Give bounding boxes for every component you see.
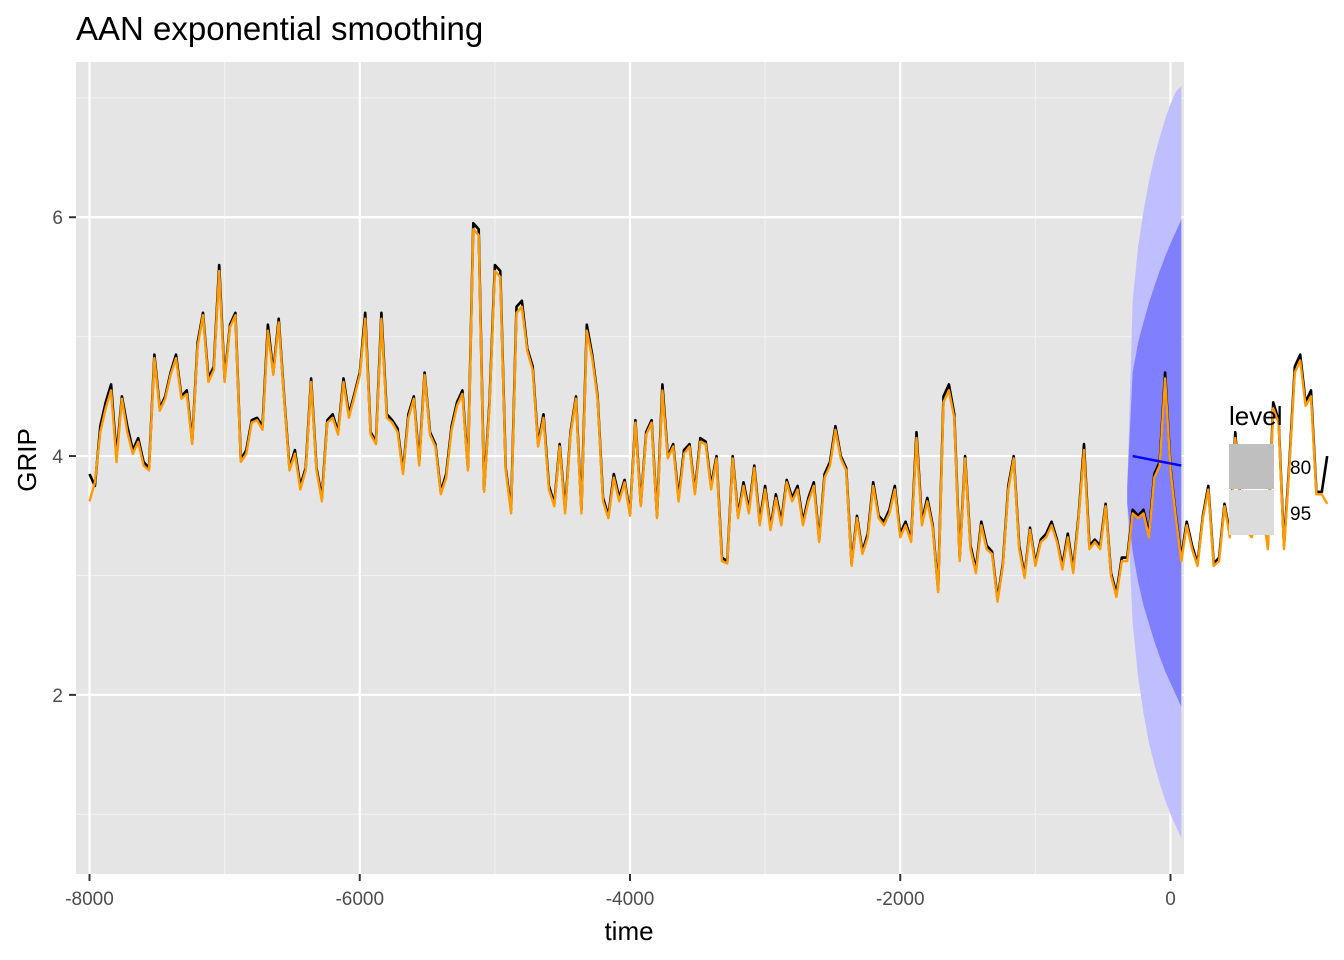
legend-label-80: 80 [1290, 458, 1311, 479]
y-axis-title: GRIP [12, 428, 42, 492]
y-tick-label: 4 [52, 447, 63, 468]
fitted-series-line [88, 228, 1329, 603]
forecast-intervals [1127, 85, 1182, 839]
forecast-series-line [1132, 454, 1182, 467]
legend-title: level [1229, 401, 1282, 431]
axes: -8000 -6000 -4000 -2000 0 2 4 6 [52, 208, 1175, 910]
data-lines [88, 221, 1329, 603]
legend: level 80 95 [1229, 401, 1311, 535]
legend-key-80 [1229, 444, 1274, 489]
chart-title: AAN exponential smoothing [76, 10, 483, 47]
x-axis-title: time [604, 916, 653, 946]
x-tick-label: 0 [1165, 889, 1176, 910]
legend-key-95 [1229, 490, 1274, 535]
forecast-band-80 [1127, 219, 1182, 707]
legend-label-95: 95 [1290, 504, 1311, 525]
x-tick-label: -6000 [335, 889, 384, 910]
y-tick-label: 2 [52, 686, 63, 707]
x-tick-label: -4000 [606, 889, 655, 910]
y-tick-label: 6 [52, 208, 63, 229]
x-tick-label: -8000 [65, 889, 114, 910]
x-tick-label: -2000 [876, 889, 925, 910]
